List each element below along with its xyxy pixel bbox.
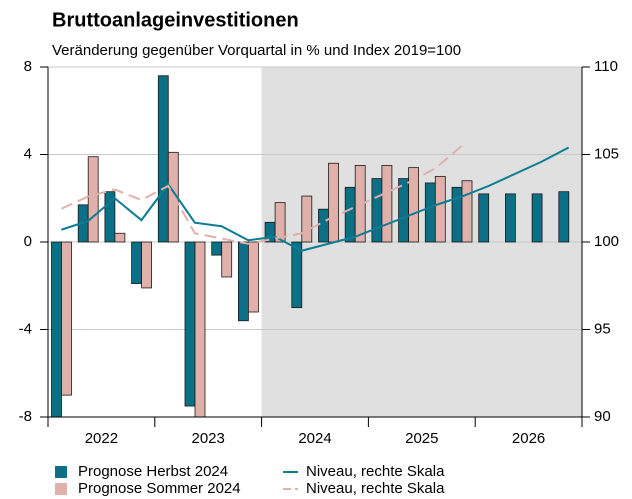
bar bbox=[264, 221, 276, 243]
y-tick-label: 4 bbox=[24, 145, 32, 162]
bar bbox=[211, 241, 223, 256]
legend-swatch bbox=[55, 466, 67, 478]
bar bbox=[194, 241, 206, 417]
y2-tick-label: 95 bbox=[594, 320, 611, 337]
y2-tick-label: 100 bbox=[594, 233, 619, 250]
legend-swatch bbox=[55, 483, 67, 495]
y2-tick-label: 105 bbox=[594, 145, 619, 162]
bar bbox=[558, 191, 570, 243]
y-tick-label: 8 bbox=[24, 58, 32, 75]
y-tick-label: -8 bbox=[19, 408, 32, 425]
bar bbox=[434, 175, 446, 243]
bar bbox=[157, 75, 169, 243]
legend-label: Niveau, rechte Skala bbox=[306, 480, 445, 497]
bar bbox=[61, 241, 72, 396]
line bbox=[60, 144, 463, 245]
line bbox=[61, 146, 570, 252]
bar bbox=[247, 241, 259, 313]
y-tick-label: 0 bbox=[24, 233, 32, 250]
bar bbox=[87, 156, 99, 243]
bar bbox=[51, 241, 62, 417]
legend-label: Niveau, rechte Skala bbox=[306, 463, 445, 480]
bar bbox=[114, 232, 126, 243]
bar bbox=[301, 195, 313, 243]
bar bbox=[408, 167, 420, 243]
bar bbox=[131, 241, 143, 284]
y-tick-label: -4 bbox=[19, 320, 32, 337]
bar bbox=[461, 180, 473, 243]
bar bbox=[424, 182, 436, 243]
plot bbox=[51, 75, 570, 417]
bar bbox=[221, 241, 233, 278]
bar bbox=[504, 193, 516, 243]
bar bbox=[371, 178, 383, 243]
y2-tick-label: 110 bbox=[594, 58, 618, 75]
bar bbox=[398, 178, 410, 243]
bar bbox=[184, 241, 196, 407]
bar bbox=[328, 162, 339, 243]
legend-label: Prognose Herbst 2024 bbox=[78, 463, 228, 480]
bar bbox=[141, 241, 153, 289]
bar bbox=[318, 208, 329, 243]
x-tick-label: 2026 bbox=[512, 430, 545, 447]
y2-tick-label: 90 bbox=[594, 408, 611, 425]
chart-subtitle: Veränderung gegenüber Vorquartal in % un… bbox=[52, 42, 461, 59]
bar bbox=[381, 165, 393, 243]
x-tick-label: 2022 bbox=[85, 430, 118, 447]
chart-title: Bruttoanlageinvestitionen bbox=[52, 9, 299, 31]
bar bbox=[531, 193, 543, 243]
bar bbox=[451, 186, 463, 243]
x-tick-label: 2024 bbox=[298, 430, 331, 447]
bar bbox=[291, 241, 303, 309]
bar bbox=[104, 191, 116, 243]
bar bbox=[237, 241, 249, 322]
bar bbox=[478, 193, 490, 243]
legend-label: Prognose Sommer 2024 bbox=[78, 480, 241, 497]
x-tick-label: 2025 bbox=[405, 430, 438, 447]
x-tick-label: 2023 bbox=[192, 430, 225, 447]
bar bbox=[344, 186, 356, 243]
bar bbox=[274, 202, 286, 243]
